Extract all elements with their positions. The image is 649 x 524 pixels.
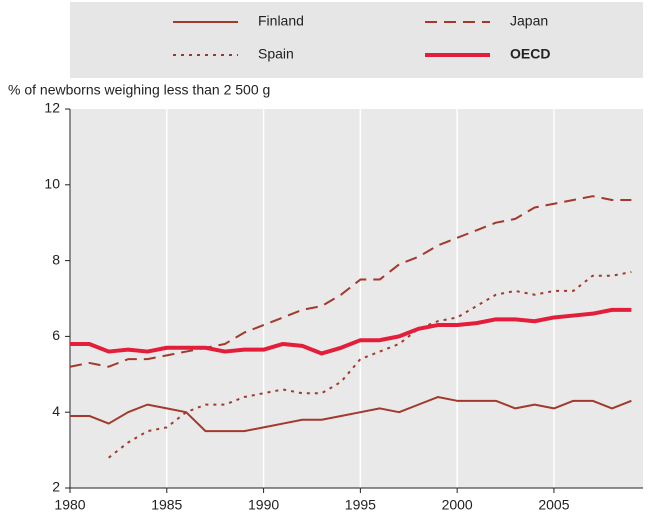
y-axis-label: % of newborns weighing less than 2 500 g: [8, 82, 270, 98]
x-tick-label: 1990: [248, 497, 279, 513]
y-tick-label: 6: [52, 327, 60, 343]
x-tick-label: 2000: [442, 497, 473, 513]
series-line: [69, 195, 632, 368]
y-tick-label: 2: [52, 479, 60, 495]
x-tick-label: 2005: [538, 497, 569, 513]
plot-area: [70, 109, 643, 488]
legend-box: [70, 2, 643, 78]
x-tick-label: 1980: [54, 497, 85, 513]
y-tick-label: 10: [44, 176, 60, 192]
legend-label: Spain: [258, 46, 294, 62]
legend-label: Finland: [258, 13, 304, 29]
y-tick-label: 12: [44, 100, 60, 116]
x-tick-label: 1995: [345, 497, 376, 513]
y-tick-label: 8: [52, 251, 60, 267]
y-tick-label: 4: [52, 403, 60, 419]
legend-label: OECD: [510, 46, 550, 62]
series-line: [70, 307, 632, 356]
x-tick-label: 1985: [151, 497, 182, 513]
series-line: [70, 396, 632, 433]
legend-label: Japan: [510, 13, 548, 29]
